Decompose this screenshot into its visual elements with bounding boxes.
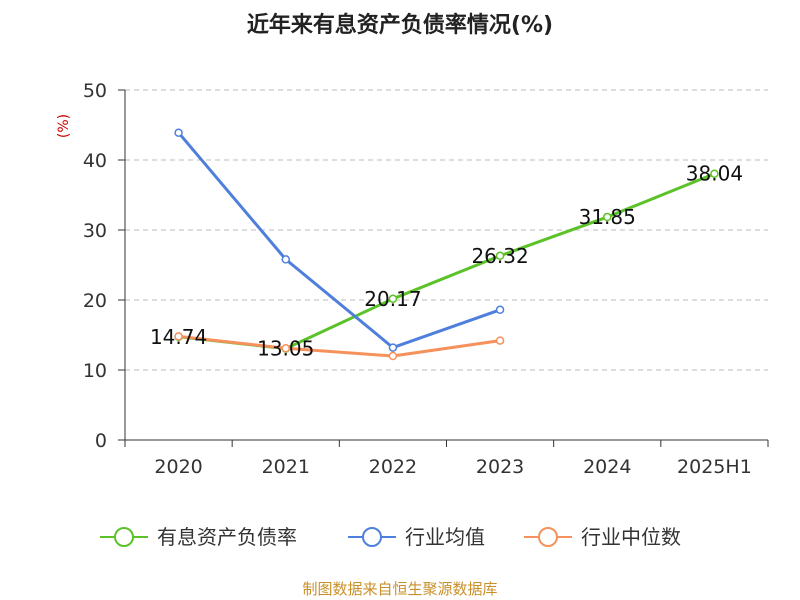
data-label: 14.74 xyxy=(150,325,207,349)
data-point xyxy=(281,255,290,264)
series-line xyxy=(177,131,501,350)
data-label: 38.04 xyxy=(686,162,743,186)
axes: 0 10 20 30 40 50 2020 2021 2022 2023 2024 2025H1 xyxy=(83,80,769,478)
data-point xyxy=(495,305,505,315)
series-lines xyxy=(174,128,719,361)
y-axis-label: (%) xyxy=(56,114,72,138)
y-tick-label: 20 xyxy=(83,290,107,312)
legend-label: 有息资产负债率 xyxy=(157,525,297,549)
series-line xyxy=(178,334,501,358)
legend-label: 行业均值 xyxy=(405,525,485,549)
x-tick-label: 2021 xyxy=(262,456,310,478)
data-point xyxy=(388,294,398,304)
y-tick-label: 0 xyxy=(95,430,107,452)
x-tick-label: 2023 xyxy=(476,456,524,478)
series-line xyxy=(178,172,715,351)
x-tick-label: 2024 xyxy=(583,456,631,478)
data-point xyxy=(174,332,183,341)
legend-marker-circle xyxy=(362,527,382,547)
data-point xyxy=(174,128,183,137)
legend: 有息资产负债率 行业均值 行业中位数 xyxy=(100,525,681,549)
data-point xyxy=(603,212,612,222)
x-tick-label: 2020 xyxy=(154,456,202,478)
grid-lines xyxy=(125,89,768,371)
data-point xyxy=(495,336,505,345)
source-note: 制图数据来自恒生聚源数据库 xyxy=(302,580,497,598)
legend-marker-circle xyxy=(538,527,558,547)
data-point xyxy=(710,169,719,178)
legend-marker-circle xyxy=(114,527,134,547)
y-tick-label: 50 xyxy=(83,80,107,102)
x-tick-label: 2025H1 xyxy=(677,456,752,478)
y-tick-label: 10 xyxy=(83,360,107,382)
data-labels: 14.74 13.05 20.17 26.32 31.85 38.04 xyxy=(150,162,743,361)
chart-title: 近年来有息资产负债率情况(%) xyxy=(247,12,553,38)
data-point xyxy=(388,351,398,361)
legend-label: 行业中位数 xyxy=(581,525,681,549)
data-label: 20.17 xyxy=(364,287,421,311)
data-label: 13.05 xyxy=(257,337,314,361)
data-point xyxy=(388,343,398,352)
data-label: 26.32 xyxy=(471,244,528,268)
x-tick-label: 2022 xyxy=(369,456,417,478)
y-tick-label: 40 xyxy=(83,150,107,172)
data-point xyxy=(281,344,290,353)
data-label: 31.85 xyxy=(579,205,636,229)
y-tick-label: 30 xyxy=(83,220,107,242)
data-point xyxy=(495,251,505,261)
